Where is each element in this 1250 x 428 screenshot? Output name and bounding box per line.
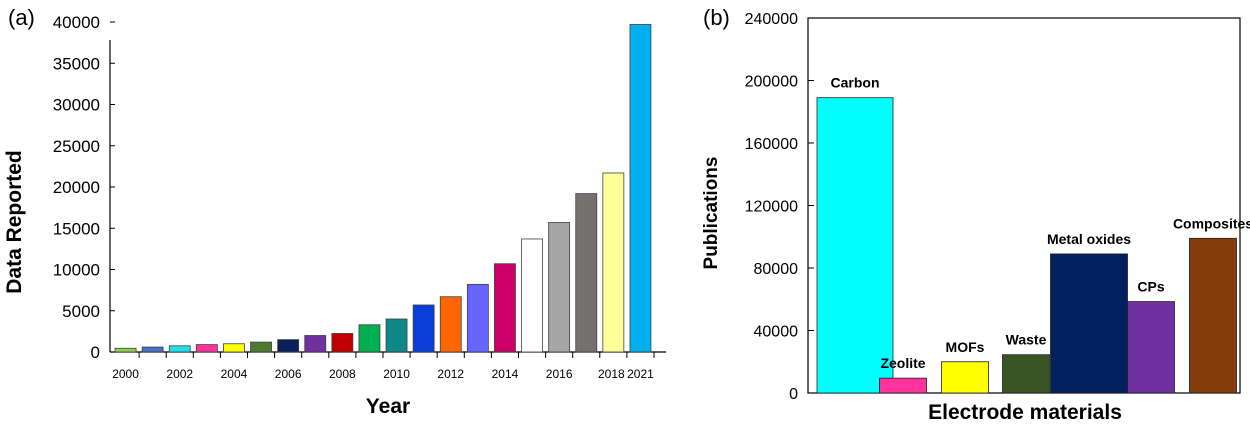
y-tick-label-a: 25000: [53, 137, 100, 156]
bar-label-cps: CPs: [1137, 279, 1164, 295]
bar-2018: [602, 172, 625, 353]
bar-label-waste: Waste: [1006, 332, 1047, 348]
x-axis-title-a: Year: [366, 395, 410, 418]
bar-waste: [1002, 354, 1050, 394]
x-tick-label-a: 2008: [329, 367, 356, 381]
x-tick-label-a: 2006: [275, 367, 302, 381]
x-tick-label-a: 2004: [221, 367, 248, 381]
y-tick-label-b: 0: [789, 386, 798, 403]
bar-2001: [141, 346, 164, 353]
bar-2000: [114, 347, 137, 353]
bar-label-carbon: Carbon: [831, 75, 880, 91]
y-tick-label-a: 35000: [53, 54, 100, 73]
y-tick-label-a: 20000: [53, 178, 100, 197]
bar-2008: [331, 333, 354, 353]
x-tick-label-a: 2021: [627, 367, 654, 381]
bar-2010: [385, 318, 408, 353]
bar-composites: [1189, 237, 1237, 394]
bar-label-mofs: MOFs: [946, 339, 985, 355]
bar-2021: [629, 24, 652, 353]
bar-label-composites: Composites: [1173, 215, 1250, 231]
y-tick-label-b: 40000: [754, 324, 799, 341]
bar-2011: [412, 304, 435, 353]
x-tick-label-a: 2000: [112, 367, 139, 381]
x-axis-title-b: Electrode materials: [928, 401, 1122, 424]
y-axis-title-b: Publications: [701, 157, 722, 270]
bar-2006: [277, 339, 300, 353]
bar-carbon: [816, 97, 894, 394]
x-tick-label-a: 2010: [383, 367, 410, 381]
bar-2015: [521, 238, 543, 353]
panel-label-b: (b): [703, 5, 730, 30]
bar-2002: [168, 345, 191, 353]
y-tick-label-b: 160000: [745, 136, 798, 153]
bar-2017: [575, 193, 598, 353]
bar-zeolite: [879, 377, 927, 394]
bar-2004: [223, 343, 245, 353]
bar-metal-oxides: [1050, 253, 1128, 394]
y-tick-label-a: 15000: [53, 219, 100, 238]
x-tick-label-a: 2012: [437, 367, 464, 381]
y-tick-label-b: 80000: [754, 261, 799, 278]
x-tick-label-a: 2002: [166, 367, 193, 381]
bar-2012: [439, 296, 462, 353]
y-tick-label-a: 0: [91, 343, 100, 362]
y-axis-title-a: Data Reported: [3, 150, 26, 294]
y-tick-label-a: 5000: [62, 302, 100, 321]
x-tick-label-a: 2014: [492, 367, 519, 381]
panel-label-a: (a): [8, 5, 35, 30]
bar-label-zeolite: Zeolite: [880, 355, 925, 371]
y-tick-label-a: 10000: [53, 261, 100, 280]
y-tick-label-a: 30000: [53, 96, 100, 115]
bar-2003: [195, 344, 218, 353]
bar-cps: [1127, 301, 1175, 394]
y-tick-label-a: 40000: [53, 13, 100, 32]
bar-2009: [358, 324, 381, 353]
y-tick-label-b: 200000: [745, 74, 798, 91]
bar-mofs: [941, 361, 989, 394]
bar-2013: [466, 283, 489, 353]
bar-2014: [494, 263, 516, 353]
y-tick-label-b: 240000: [745, 11, 798, 28]
bar-2007: [304, 335, 327, 353]
bar-2005: [250, 341, 272, 353]
x-tick-label-a: 2018: [598, 367, 625, 381]
bar-2016: [548, 222, 571, 353]
y-tick-label-b: 120000: [745, 199, 798, 216]
x-tick-label-a: 2016: [546, 367, 573, 381]
bar-label-metal-oxides: Metal oxides: [1047, 231, 1131, 247]
